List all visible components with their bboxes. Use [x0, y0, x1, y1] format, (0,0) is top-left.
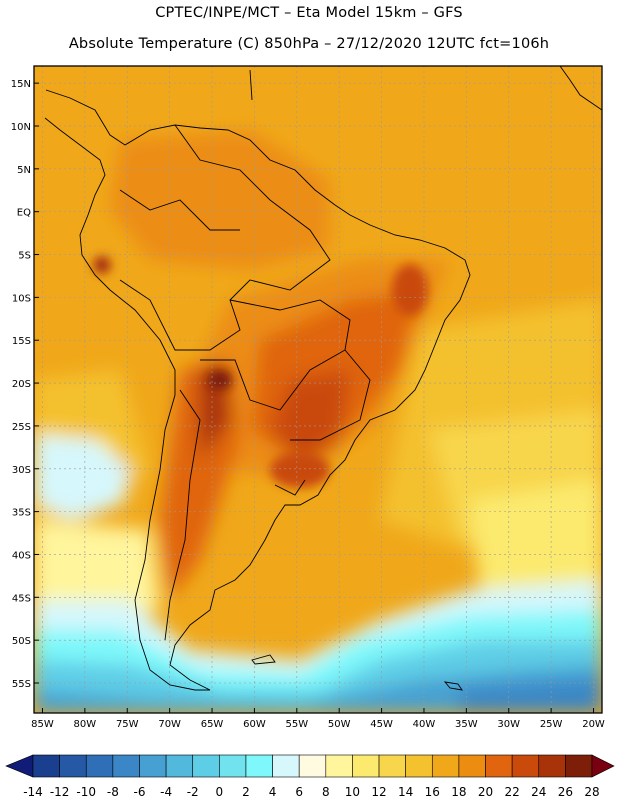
colorbar-swatch	[59, 754, 87, 778]
colorbar-low-arrow	[5, 754, 34, 778]
lon-label: 85W	[31, 719, 54, 730]
colorbar-swatch	[405, 754, 433, 778]
colorbar-label: 2	[242, 785, 250, 799]
colorbar-label: -6	[133, 785, 145, 799]
colorbar-label: -4	[160, 785, 172, 799]
map-title-line2: Absolute Temperature (C) 850hPa – 27/12/…	[68, 36, 550, 52]
lat-label: 25S	[12, 422, 31, 433]
colorbar-label: -10	[76, 785, 96, 799]
colorbar-swatch	[165, 754, 194, 778]
colorbar-label: 28	[584, 785, 599, 799]
lon-label: 30W	[497, 719, 520, 730]
lon-label: 35W	[455, 719, 478, 730]
latitude-labels: 15N 10N 5N EQ 5S 10S 15S 20S 25S 30S 35S 40S 45S 50S 5…	[11, 79, 31, 690]
colorbar-label: 16	[425, 785, 440, 799]
colorbar-swatch	[272, 754, 300, 778]
lon-label: 65W	[201, 719, 224, 730]
colorbar-label: 8	[322, 785, 330, 799]
lat-label: 10S	[12, 293, 31, 304]
colorbar-swatch	[32, 754, 60, 778]
colorbar-swatch	[298, 754, 327, 778]
colorbar-swatch	[352, 754, 380, 778]
lat-label: 5S	[18, 251, 31, 262]
map-frame	[33, 65, 603, 714]
colorbar-swatch	[458, 754, 486, 778]
colorbar-swatch	[538, 754, 566, 778]
lon-label: 40W	[413, 719, 436, 730]
lat-label: 15S	[12, 336, 31, 347]
colorbar-swatch	[485, 754, 513, 778]
lat-label: 30S	[12, 465, 31, 476]
lat-label: 15N	[11, 79, 31, 90]
colorbar-label: -8	[107, 785, 119, 799]
lon-label: 55W	[285, 719, 308, 730]
colorbar-label: 26	[558, 785, 573, 799]
map-title-line1: CPTEC/INPE/MCT – Eta Model 15km – GFS	[155, 5, 463, 21]
lat-label: 10N	[11, 122, 31, 133]
lon-label: 80W	[74, 719, 97, 730]
lon-label: 20W	[582, 719, 605, 730]
lat-label: 45S	[12, 593, 31, 604]
lat-label: 20S	[12, 379, 31, 390]
lat-label: 50S	[12, 636, 31, 647]
colorbar-label: 20	[478, 785, 493, 799]
colorbar-label: -12	[50, 785, 70, 799]
colorbar-label: 14	[398, 785, 413, 799]
colorbar	[5, 754, 615, 778]
colorbar-label: 12	[371, 785, 386, 799]
colorbar-label: 10	[345, 785, 360, 799]
colorbar-label: 4	[269, 785, 277, 799]
colorbar-swatch	[219, 754, 247, 778]
lat-label: 5N	[17, 165, 31, 176]
coastlines	[44, 66, 602, 691]
colorbar-label: 24	[531, 785, 546, 799]
longitude-labels: 85W 80W 75W 70W 65W 60W 55W 50W 45W 40W 35W 30W 25W 2…	[31, 719, 605, 730]
lat-label: 40S	[12, 550, 31, 561]
lon-label: 60W	[243, 719, 266, 730]
lon-label: 45W	[370, 719, 393, 730]
colorbar-label: 18	[451, 785, 466, 799]
colorbar-swatch	[85, 754, 114, 778]
colorbar-swatch	[565, 754, 593, 778]
colorbar-label: -14	[23, 785, 43, 799]
lon-label: 75W	[116, 719, 139, 730]
colorbar-swatch	[511, 754, 540, 778]
colorbar-labels: -14 -12 -10 -8 -6 -4 -2 0 2 4 6 8 10 12 14 16 18 20 22 24 26…	[23, 785, 599, 799]
colorbar-swatch	[378, 754, 406, 778]
lat-label: 55S	[12, 679, 31, 690]
lat-label: EQ	[17, 208, 31, 219]
lat-label: 35S	[12, 508, 31, 519]
colorbar-swatch	[112, 754, 140, 778]
colorbar-swatch	[245, 754, 273, 778]
colorbar-swatch	[431, 754, 460, 778]
colorbar-swatch	[139, 754, 167, 778]
temperature-field	[34, 66, 602, 713]
colorbar-label: 6	[295, 785, 303, 799]
lon-label: 50W	[328, 719, 351, 730]
colorbar-label: 0	[216, 785, 224, 799]
colorbar-swatch	[192, 754, 220, 778]
lon-label: 25W	[540, 719, 563, 730]
colorbar-swatch	[325, 754, 353, 778]
colorbar-label: 22	[505, 785, 520, 799]
colorbar-high-arrow	[591, 754, 615, 778]
colorbar-label: -2	[187, 785, 199, 799]
axis-ticks	[34, 82, 595, 713]
lon-label: 70W	[158, 719, 181, 730]
